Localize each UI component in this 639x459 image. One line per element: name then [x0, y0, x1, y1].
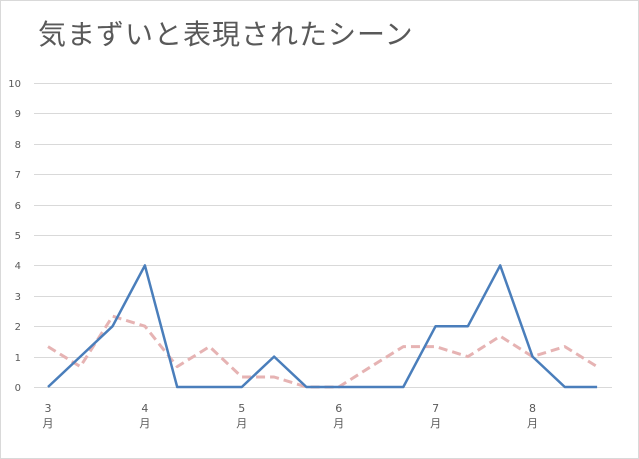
x-tick-label-unit: 月 [430, 417, 441, 430]
x-axis-labels: 3 月 4 月 5 月 6 月 7 月 8 月 [43, 402, 539, 430]
chart-title: 気まずいと表現されたシーン [38, 18, 414, 51]
y-tick-label: 5 [15, 231, 21, 242]
x-tick-label-unit: 月 [527, 417, 538, 430]
x-tick-label-number: 5 [238, 402, 245, 415]
x-tick-label-unit: 月 [43, 417, 54, 430]
x-tick-label-number: 4 [141, 402, 148, 415]
x-tick-label-number: 8 [529, 402, 536, 415]
x-tick-label-number: 6 [335, 402, 342, 415]
y-tick-label: 2 [15, 322, 21, 333]
data-series [47, 264, 598, 389]
x-tick-label-unit: 月 [236, 417, 247, 430]
y-tick-label: 10 [8, 79, 21, 90]
y-tick-label: 7 [15, 170, 21, 181]
series-line-dashed-pink [47, 314, 598, 389]
x-tick-label-unit: 月 [333, 417, 344, 430]
y-tick-label: 1 [15, 353, 21, 364]
y-tick-label: 0 [15, 383, 21, 394]
y-tick-label: 3 [15, 292, 21, 303]
y-tick-label: 8 [15, 140, 21, 151]
y-tick-label: 9 [15, 109, 21, 120]
y-tick-label: 6 [15, 201, 21, 212]
y-tick-label: 4 [15, 261, 21, 272]
y-axis-labels: 0 1 2 3 4 5 6 7 8 9 10 [8, 79, 21, 394]
gridlines [34, 83, 612, 388]
series-line-solid-blue [47, 264, 598, 389]
x-tick-label-number: 3 [45, 402, 52, 415]
x-tick-label-number: 7 [432, 402, 439, 415]
x-tick-label-unit: 月 [139, 417, 150, 430]
